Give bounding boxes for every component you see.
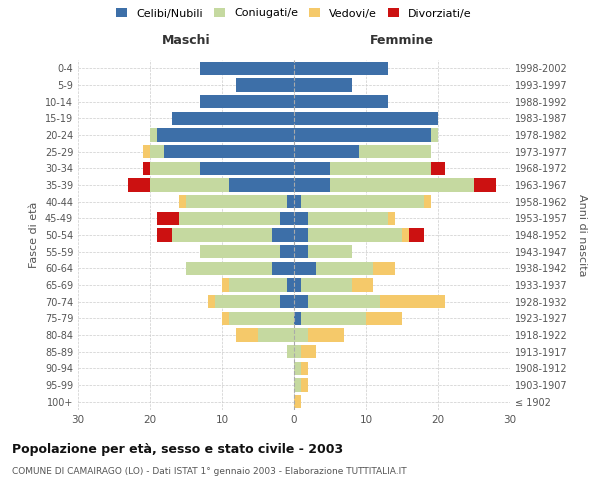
Bar [308, 245, 352, 258]
Bar [222, 312, 229, 325]
Bar [200, 95, 294, 108]
Bar [164, 145, 294, 158]
Bar [222, 278, 229, 291]
Bar [294, 328, 308, 342]
Bar [287, 278, 294, 291]
Bar [258, 328, 294, 342]
Bar [294, 228, 308, 241]
Bar [150, 178, 229, 192]
Bar [308, 295, 380, 308]
Bar [294, 262, 316, 275]
Y-axis label: Anni di nascita: Anni di nascita [577, 194, 587, 276]
Bar [294, 95, 388, 108]
Text: Femmine: Femmine [370, 34, 434, 46]
Bar [280, 212, 294, 225]
Bar [474, 178, 496, 192]
Text: COMUNE DI CAMAIRAGO (LO) - Dati ISTAT 1° gennaio 2003 - Elaborazione TUTTITALIA.: COMUNE DI CAMAIRAGO (LO) - Dati ISTAT 1°… [12, 468, 407, 476]
Bar [294, 278, 301, 291]
Text: Popolazione per età, sesso e stato civile - 2003: Popolazione per età, sesso e stato civil… [12, 442, 343, 456]
Bar [294, 378, 301, 392]
Bar [294, 362, 301, 375]
Bar [294, 78, 352, 92]
Bar [280, 295, 294, 308]
Bar [294, 62, 388, 75]
Bar [172, 112, 294, 125]
Bar [308, 212, 388, 225]
Bar [388, 212, 395, 225]
Bar [301, 345, 316, 358]
Bar [316, 262, 373, 275]
Bar [208, 295, 215, 308]
Bar [431, 128, 438, 141]
Bar [287, 345, 294, 358]
Bar [272, 262, 294, 275]
Bar [179, 195, 186, 208]
Bar [294, 145, 359, 158]
Bar [352, 278, 373, 291]
Bar [330, 162, 431, 175]
Bar [294, 212, 308, 225]
Bar [186, 195, 287, 208]
Bar [294, 195, 301, 208]
Bar [294, 128, 431, 141]
Bar [157, 228, 172, 241]
Bar [294, 162, 330, 175]
Bar [330, 178, 474, 192]
Bar [294, 112, 438, 125]
Bar [424, 195, 431, 208]
Bar [294, 345, 301, 358]
Bar [272, 228, 294, 241]
Bar [172, 228, 272, 241]
Bar [229, 178, 294, 192]
Bar [301, 312, 366, 325]
Bar [157, 212, 179, 225]
Bar [287, 195, 294, 208]
Bar [179, 212, 280, 225]
Bar [128, 178, 150, 192]
Bar [301, 378, 308, 392]
Bar [200, 162, 294, 175]
Bar [294, 312, 301, 325]
Bar [229, 312, 294, 325]
Bar [150, 145, 164, 158]
Bar [301, 362, 308, 375]
Bar [280, 245, 294, 258]
Bar [157, 128, 294, 141]
Y-axis label: Fasce di età: Fasce di età [29, 202, 39, 268]
Bar [431, 162, 445, 175]
Bar [236, 328, 258, 342]
Bar [236, 78, 294, 92]
Bar [294, 178, 330, 192]
Bar [150, 128, 157, 141]
Bar [308, 328, 344, 342]
Bar [200, 245, 280, 258]
Bar [380, 295, 445, 308]
Bar [373, 262, 395, 275]
Bar [150, 162, 200, 175]
Bar [308, 228, 402, 241]
Bar [359, 145, 431, 158]
Bar [294, 295, 308, 308]
Bar [200, 62, 294, 75]
Legend: Celibi/Nubili, Coniugati/e, Vedovi/e, Divorziati/e: Celibi/Nubili, Coniugati/e, Vedovi/e, Di… [116, 8, 472, 18]
Bar [366, 312, 402, 325]
Bar [143, 145, 150, 158]
Bar [215, 295, 280, 308]
Bar [294, 395, 301, 408]
Text: Maschi: Maschi [161, 34, 211, 46]
Bar [294, 245, 308, 258]
Bar [143, 162, 150, 175]
Bar [301, 278, 352, 291]
Bar [186, 262, 272, 275]
Bar [229, 278, 287, 291]
Bar [409, 228, 424, 241]
Bar [301, 195, 424, 208]
Bar [402, 228, 409, 241]
